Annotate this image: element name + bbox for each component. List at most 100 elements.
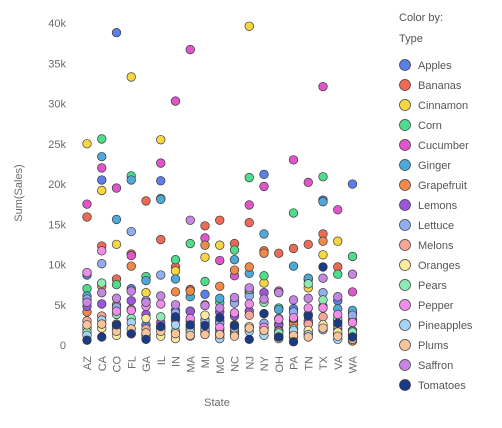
- data-point[interactable]: [97, 278, 107, 288]
- data-point[interactable]: [259, 271, 269, 281]
- data-point[interactable]: [274, 314, 284, 324]
- data-point[interactable]: [97, 332, 107, 342]
- data-point[interactable]: [185, 238, 195, 249]
- data-point[interactable]: [259, 325, 269, 336]
- data-point[interactable]: [229, 265, 240, 275]
- data-point[interactable]: [170, 320, 181, 330]
- data-point[interactable]: [244, 310, 254, 320]
- legend-label[interactable]: Grapefruit: [418, 180, 467, 192]
- data-point[interactable]: [200, 329, 210, 340]
- data-point[interactable]: [303, 311, 313, 321]
- data-point[interactable]: [303, 332, 313, 342]
- data-point[interactable]: [347, 332, 358, 342]
- data-point[interactable]: [170, 300, 181, 310]
- data-point[interactable]: [141, 297, 151, 307]
- data-point[interactable]: [318, 172, 328, 182]
- data-point[interactable]: [347, 179, 358, 189]
- legend-label[interactable]: Oranges: [418, 260, 461, 272]
- data-point[interactable]: [200, 221, 210, 231]
- data-point[interactable]: [244, 262, 254, 272]
- data-point[interactable]: [215, 329, 225, 340]
- data-point[interactable]: [229, 308, 240, 318]
- data-point[interactable]: [229, 331, 240, 341]
- data-point[interactable]: [215, 215, 225, 225]
- data-point[interactable]: [215, 312, 225, 323]
- data-point[interactable]: [156, 135, 166, 145]
- legend-label[interactable]: Lemons: [418, 200, 458, 212]
- data-point[interactable]: [244, 21, 254, 31]
- data-point[interactable]: [156, 270, 166, 280]
- data-point[interactable]: [303, 239, 313, 250]
- data-point[interactable]: [318, 295, 328, 305]
- data-point[interactable]: [288, 295, 299, 305]
- data-point[interactable]: [156, 312, 166, 322]
- data-point[interactable]: [259, 248, 269, 258]
- data-point[interactable]: [318, 303, 328, 313]
- data-point[interactable]: [97, 185, 107, 196]
- data-point[interactable]: [215, 303, 225, 313]
- data-point[interactable]: [274, 304, 284, 315]
- data-point[interactable]: [274, 248, 284, 258]
- data-point[interactable]: [318, 323, 328, 333]
- data-point[interactable]: [333, 331, 343, 341]
- data-point[interactable]: [318, 81, 328, 92]
- data-point[interactable]: [259, 181, 269, 192]
- data-point[interactable]: [126, 226, 136, 237]
- data-point[interactable]: [170, 255, 181, 265]
- data-point[interactable]: [82, 267, 92, 278]
- data-point[interactable]: [200, 310, 210, 320]
- data-point[interactable]: [229, 292, 240, 303]
- data-point[interactable]: [97, 246, 107, 256]
- data-point[interactable]: [303, 293, 313, 303]
- data-point[interactable]: [347, 287, 358, 297]
- data-point[interactable]: [82, 297, 92, 307]
- legend-label[interactable]: Lettuce: [418, 220, 454, 232]
- data-point[interactable]: [185, 215, 195, 225]
- data-point[interactable]: [97, 175, 107, 185]
- data-point[interactable]: [274, 288, 284, 298]
- data-point[interactable]: [318, 262, 328, 272]
- data-point[interactable]: [111, 293, 122, 303]
- data-point[interactable]: [156, 291, 166, 301]
- data-point[interactable]: [156, 299, 166, 309]
- data-point[interactable]: [347, 317, 358, 328]
- data-point[interactable]: [141, 313, 151, 324]
- data-point[interactable]: [126, 296, 136, 306]
- data-point[interactable]: [185, 44, 195, 55]
- data-point[interactable]: [333, 318, 343, 328]
- data-point[interactable]: [200, 321, 210, 331]
- legend-label[interactable]: Saffron: [418, 360, 453, 372]
- data-point[interactable]: [244, 334, 254, 345]
- data-point[interactable]: [288, 243, 299, 254]
- data-point[interactable]: [200, 276, 210, 287]
- data-point[interactable]: [141, 334, 151, 345]
- legend-label[interactable]: Tomatoes: [418, 380, 466, 392]
- data-point[interactable]: [244, 299, 254, 309]
- data-point[interactable]: [259, 229, 269, 239]
- data-point[interactable]: [97, 151, 107, 162]
- data-point[interactable]: [156, 321, 166, 332]
- data-point[interactable]: [288, 312, 299, 323]
- legend-label[interactable]: Pineapples: [418, 320, 473, 332]
- data-point[interactable]: [126, 72, 136, 82]
- data-point[interactable]: [141, 288, 151, 298]
- data-point[interactable]: [82, 199, 92, 209]
- data-point[interactable]: [156, 176, 166, 186]
- data-point[interactable]: [170, 312, 181, 322]
- data-point[interactable]: [170, 266, 181, 276]
- data-point[interactable]: [82, 320, 92, 330]
- legend-label[interactable]: Pepper: [418, 300, 454, 312]
- data-point[interactable]: [82, 212, 92, 222]
- data-point[interactable]: [126, 250, 136, 261]
- data-point[interactable]: [215, 281, 225, 291]
- data-point[interactable]: [97, 288, 107, 298]
- data-point[interactable]: [111, 320, 122, 330]
- data-point[interactable]: [229, 245, 240, 255]
- data-point[interactable]: [274, 332, 284, 342]
- legend-label[interactable]: Pears: [418, 280, 447, 292]
- data-point[interactable]: [200, 252, 210, 262]
- data-point[interactable]: [111, 239, 122, 250]
- data-point[interactable]: [229, 321, 240, 331]
- data-point[interactable]: [156, 194, 166, 204]
- data-point[interactable]: [288, 155, 299, 165]
